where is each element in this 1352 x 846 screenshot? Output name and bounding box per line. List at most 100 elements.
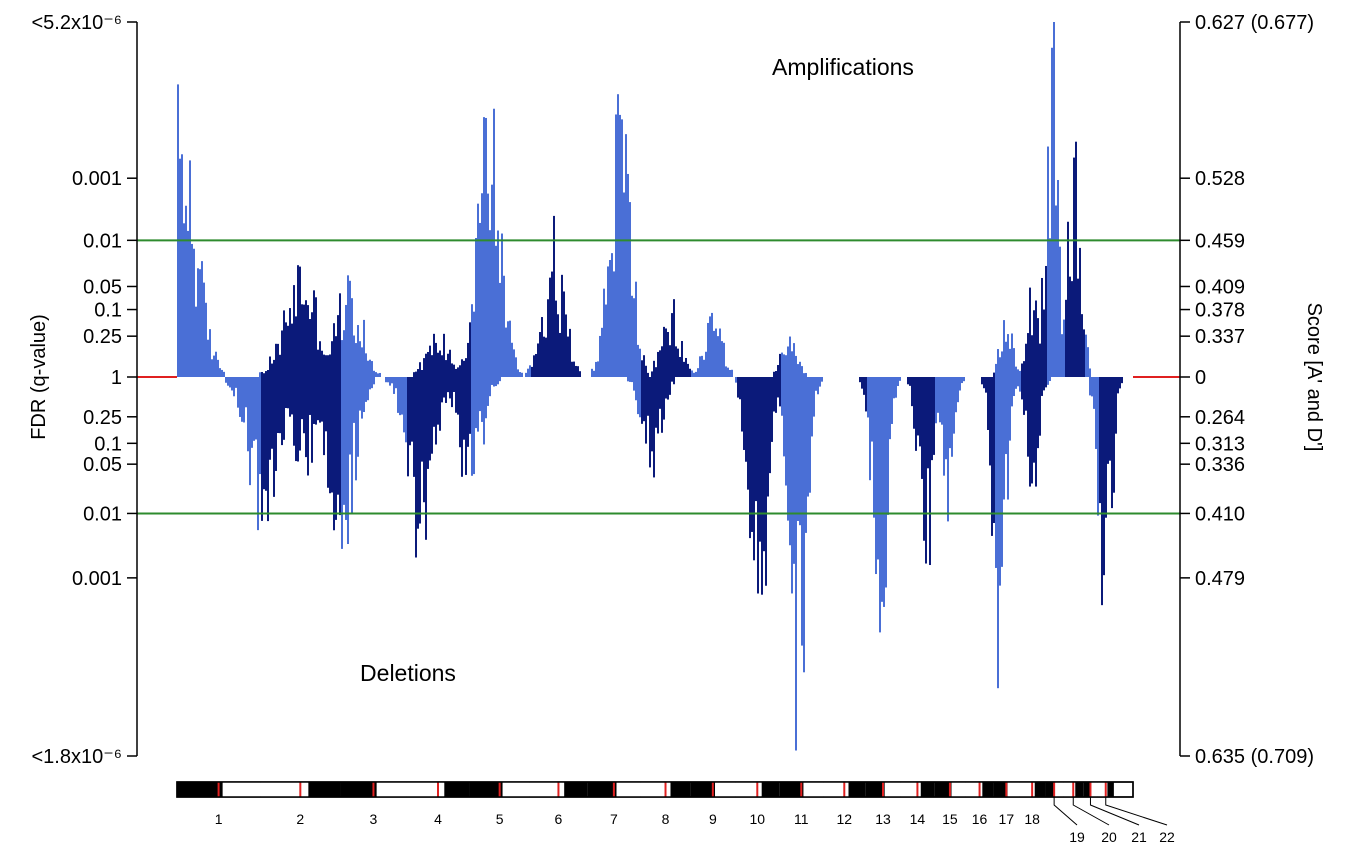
amplification-bar [627, 173, 629, 377]
amplification-bar [507, 321, 509, 377]
amplification-bar [1085, 334, 1087, 377]
deletion-bar [913, 377, 915, 429]
deletion-bar [427, 377, 429, 469]
deletion-bar [739, 377, 741, 400]
ideogram-segment [865, 782, 885, 797]
chromosome-label: 13 [875, 811, 891, 827]
amplification-bar [501, 233, 503, 377]
amplification-bar [267, 370, 269, 377]
chromosome-leader-line [1105, 797, 1168, 826]
ideogram-segment [1107, 782, 1114, 797]
amplification-bar [369, 359, 371, 377]
amplification-bar [543, 336, 545, 377]
deletion-bar [1111, 377, 1113, 509]
amplification-bar [469, 322, 471, 377]
deletion-bar [635, 377, 637, 401]
amplification-bar [475, 237, 477, 377]
amplification-bar [333, 323, 335, 377]
amplification-bar [657, 351, 659, 377]
deletion-bar [779, 377, 781, 407]
deletion-bar [353, 377, 355, 423]
chromosome-leader-line [1089, 797, 1140, 826]
deletion-bar [331, 377, 333, 493]
amplification-bar [693, 372, 695, 377]
amplification-bar [527, 368, 529, 377]
ideogram-segment [406, 782, 445, 797]
right-tick-label: 0.264 [1195, 407, 1245, 429]
amplification-bar [655, 367, 657, 377]
left-tick-label: 0.01 [83, 230, 122, 252]
deletion-bar [771, 377, 773, 442]
deletion-bar [1009, 377, 1011, 441]
ideogram-segment [900, 782, 921, 797]
deletion-bar [1097, 377, 1099, 516]
amplification-bar [635, 281, 637, 377]
amplification-bar [1087, 347, 1089, 377]
amplification-bar [1063, 319, 1065, 377]
amplification-bar [1037, 318, 1039, 377]
amplification-bar [277, 343, 279, 377]
amplification-bar [263, 373, 265, 377]
amplification-bar [789, 336, 791, 377]
right-tick-label: 0.313 [1195, 433, 1245, 455]
deletion-bar [631, 377, 633, 383]
chromosome-label: 19 [1069, 829, 1085, 845]
amplification-bar [429, 345, 431, 377]
amplification-bar [427, 351, 429, 377]
deletion-bar [275, 377, 277, 471]
deletion-bar [491, 377, 493, 385]
amplification-bar [327, 355, 329, 377]
amplification-bar [1033, 310, 1035, 377]
amplification-bar [423, 358, 425, 377]
amplification-bar [1065, 299, 1067, 377]
amplification-bar [1069, 276, 1071, 377]
amplification-bar [433, 333, 435, 377]
ideogram-segment [502, 782, 530, 797]
deletion-bar [745, 377, 747, 462]
amplification-bar [717, 336, 719, 377]
deletion-bar [649, 377, 651, 468]
deletion-bar [241, 377, 243, 422]
deletion-bar [449, 377, 451, 399]
amplification-bar [319, 341, 321, 377]
deletion-bar [673, 377, 675, 385]
deletion-bar [629, 377, 631, 382]
amplification-bar [795, 355, 797, 377]
deletion-bar [911, 377, 913, 407]
ideogram-segment [934, 782, 952, 797]
deletion-bar [467, 377, 469, 447]
amplifications-label: Amplifications [772, 54, 914, 80]
chromosome-label: 2 [296, 811, 304, 827]
deletion-bar [463, 377, 465, 440]
deletion-bar [777, 377, 779, 398]
amplification-bar [341, 340, 343, 377]
amplification-bar [419, 362, 421, 377]
ideogram-segment [848, 782, 866, 797]
amplification-bar [557, 314, 559, 377]
left-tick-label: 0.25 [83, 326, 122, 348]
deletion-bar [927, 377, 929, 469]
right-tick-label: 0.410 [1195, 503, 1245, 525]
left-tick-label: 0.05 [83, 276, 122, 298]
right-tick-label: 0.336 [1195, 454, 1245, 476]
right-tick-label: 0.459 [1195, 230, 1245, 252]
amplification-bar [799, 361, 801, 377]
amplification-bar [521, 372, 523, 377]
deletion-bar [479, 377, 481, 412]
deletion-bar [755, 377, 757, 502]
deletion-bar [395, 377, 397, 389]
deletion-bar [817, 377, 819, 395]
deletion-bar [483, 377, 485, 445]
amplification-bar [1015, 366, 1017, 377]
deletion-bar [665, 377, 667, 399]
amplification-bar [355, 343, 357, 377]
amplification-bar [431, 355, 433, 377]
amplification-bar [731, 369, 733, 377]
chromosome-label: 12 [836, 811, 852, 827]
deletion-bar [751, 377, 753, 532]
chromosome-label: 3 [370, 811, 378, 827]
amplification-bar [281, 330, 283, 377]
deletion-bar [481, 377, 483, 422]
deletion-bar [357, 377, 359, 457]
amplification-bar [711, 312, 713, 377]
